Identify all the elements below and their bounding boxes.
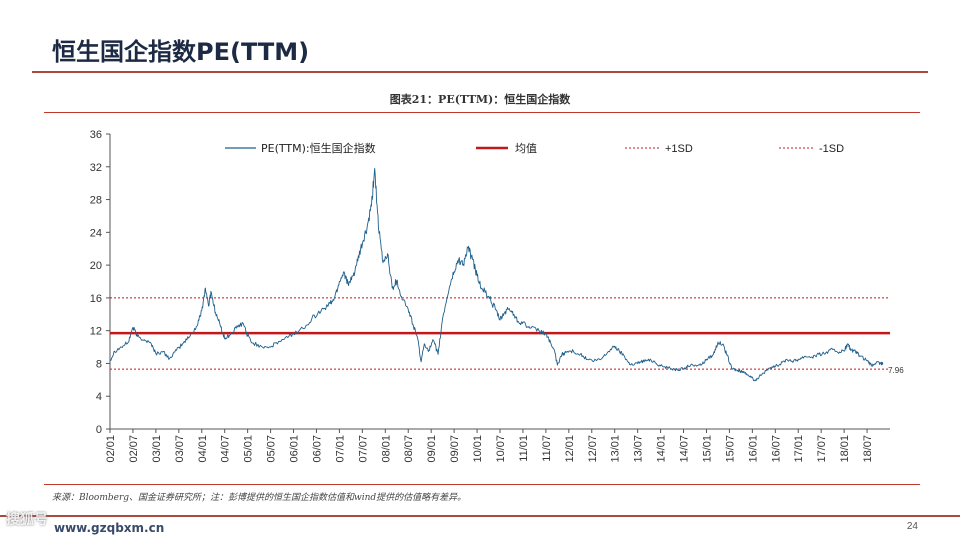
legend-label-minus-sd: -1SD — [819, 143, 844, 155]
title-divider — [32, 71, 928, 73]
chart-caption: 图表21：PE(TTM)：恒生国企指数 — [389, 93, 571, 106]
x-tick-label: 04/07 — [220, 435, 232, 463]
x-tick-label: 18/07 — [862, 435, 874, 463]
x-tick-label: 10/07 — [495, 435, 507, 463]
x-tick-label: 03/07 — [174, 435, 186, 463]
x-tick-label: 17/01 — [793, 435, 805, 463]
x-tick-label: 02/07 — [128, 435, 140, 463]
x-tick-label: 06/07 — [311, 435, 323, 463]
x-tick-label: 16/01 — [747, 435, 759, 463]
x-tick-label: 04/01 — [197, 435, 209, 463]
x-tick-label: 10/01 — [472, 435, 484, 463]
last-value-label: 7.96 — [888, 366, 904, 375]
x-tick-label: 15/01 — [701, 435, 713, 463]
x-tick-label: 06/01 — [289, 435, 301, 463]
y-tick-label: 4 — [96, 391, 102, 403]
y-tick-label: 0 — [96, 424, 102, 436]
x-tick-label: 16/07 — [770, 435, 782, 463]
y-tick-label: 12 — [90, 326, 102, 338]
x-tick-label: 05/07 — [266, 435, 278, 463]
x-tick-label: 09/07 — [449, 435, 461, 463]
caption-divider — [44, 112, 920, 113]
x-tick-label: 11/07 — [541, 435, 553, 462]
source-divider — [44, 484, 920, 485]
x-tick-label: 02/01 — [105, 435, 117, 463]
legend-label-mean: 均值 — [515, 142, 537, 155]
chart-legend: PE(TTM):恒生国企指数 均值 +1SD -1SD — [225, 141, 844, 155]
y-tick-label: 16 — [90, 293, 102, 305]
x-tick-label: 08/07 — [403, 435, 415, 463]
x-tick-label: 08/01 — [380, 435, 392, 463]
x-tick-label: 09/01 — [426, 435, 438, 463]
y-tick-label: 28 — [90, 195, 102, 207]
x-tick-label: 07/01 — [334, 435, 346, 463]
footer-divider — [0, 515, 960, 517]
watermark: 搜狐号 — [6, 512, 48, 528]
legend-label-plus-sd: +1SD — [665, 143, 693, 155]
page-title: 恒生国企指数PE(TTM) — [52, 38, 310, 66]
x-tick-label: 13/01 — [610, 435, 622, 463]
source-note: 来源：Bloomberg、国金证券研究所；注：彭博提供的恒生国企指数估值和win… — [52, 493, 467, 503]
chart-axes: 0 4 8 12 16 20 24 28 32 36 02/01 02/07 03/01 03/07 04/… — [90, 129, 890, 463]
x-tick-label: 14/01 — [656, 435, 668, 463]
series-layer — [109, 167, 884, 382]
x-tick-label: 18/01 — [839, 435, 851, 463]
y-tick-label: 32 — [90, 162, 102, 174]
y-tick-label: 24 — [90, 227, 102, 239]
reference-lines — [110, 297, 890, 370]
x-tick-label: 14/07 — [679, 435, 691, 463]
watermark-url: www.gzqbxm.cn — [54, 521, 165, 535]
legend-label-series: PE(TTM):恒生国企指数 — [261, 141, 376, 155]
x-tick-label: 15/07 — [724, 435, 736, 463]
y-tick-label: 36 — [90, 129, 102, 141]
x-tick-label: 07/07 — [357, 435, 369, 463]
x-tick-label: 05/01 — [243, 435, 255, 463]
x-tick-label: 13/07 — [633, 435, 645, 463]
x-tick-label: 03/01 — [151, 435, 163, 463]
x-tick-label: 11/01 — [518, 435, 530, 462]
y-tick-label: 8 — [96, 358, 102, 370]
x-tick-label: 12/01 — [564, 435, 576, 463]
x-tick-label: 17/07 — [816, 435, 828, 463]
page-number: 24 — [906, 521, 918, 532]
series-line-pe-ttm — [109, 167, 884, 382]
x-tick-label: 12/07 — [587, 435, 599, 463]
y-tick-label: 20 — [90, 260, 102, 272]
